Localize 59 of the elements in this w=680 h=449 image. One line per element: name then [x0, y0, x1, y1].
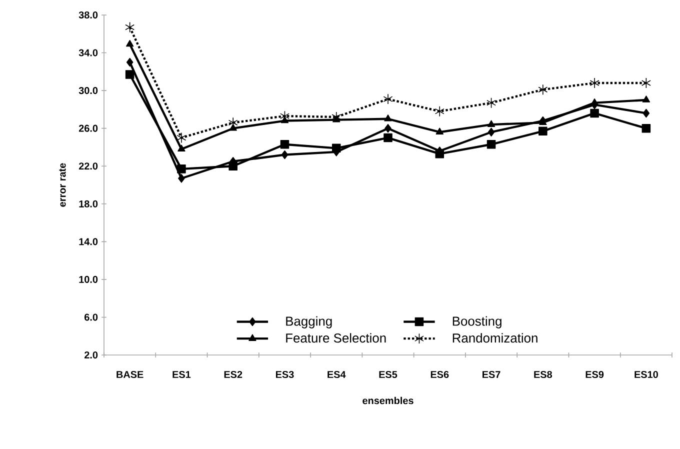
- point: [488, 128, 495, 136]
- point: [642, 96, 650, 102]
- point: [384, 133, 392, 142]
- x-tick-label: ES7: [482, 370, 500, 378]
- x-tick-label: ES2: [224, 370, 242, 378]
- legend-label: Boosting: [452, 316, 502, 328]
- point: [280, 140, 290, 149]
- legend-label: Bagging: [286, 316, 332, 328]
- y-tick-label: 10.0: [79, 276, 98, 283]
- legend-label: Randomization: [452, 333, 538, 343]
- point: [177, 164, 186, 174]
- y-tick-label: 22.0: [78, 162, 98, 170]
- point: [642, 108, 650, 118]
- point: [126, 58, 134, 67]
- point: [178, 174, 185, 183]
- point: [590, 98, 598, 106]
- point: [435, 149, 444, 158]
- point: [486, 140, 496, 149]
- point: [281, 150, 288, 160]
- point: [486, 97, 496, 108]
- x-tick-label: ES9: [586, 370, 604, 378]
- x-tick-label: ES5: [379, 370, 398, 378]
- point: [176, 132, 186, 144]
- x-tick-label: BASE: [116, 370, 144, 378]
- y-tick-label: 18.0: [79, 200, 98, 208]
- point: [641, 78, 651, 88]
- y-axis-title: error rate: [59, 163, 66, 207]
- y-tick-label: 34.0: [78, 49, 98, 56]
- legend-label: Feature Selection: [286, 333, 386, 343]
- y-tick-label: 2.0: [84, 351, 98, 359]
- point: [434, 106, 444, 117]
- x-tick-label: ES8: [534, 370, 552, 378]
- point: [538, 126, 548, 136]
- point: [125, 22, 135, 33]
- x-tick-label: ES6: [430, 370, 449, 378]
- y-tick-label: 26.0: [78, 124, 98, 132]
- x-tick-label: ES10: [634, 370, 658, 378]
- y-tick-label: 14.0: [79, 238, 98, 246]
- y-tick-label: 6.0: [84, 314, 98, 321]
- point: [538, 84, 548, 95]
- x-axis-title: ensembles: [362, 396, 414, 404]
- x-tick-label: ES3: [276, 370, 294, 378]
- point: [642, 124, 651, 133]
- point: [487, 120, 496, 127]
- point: [384, 124, 392, 133]
- point: [590, 78, 600, 88]
- point: [384, 114, 392, 122]
- y-tick-label: 30.0: [78, 87, 98, 94]
- x-tick-label: ES1: [172, 370, 191, 378]
- point: [178, 144, 186, 152]
- point: [332, 144, 341, 153]
- point: [590, 108, 599, 118]
- y-tick-label: 38.0: [78, 11, 98, 19]
- point: [228, 162, 238, 170]
- point: [125, 70, 134, 79]
- point: [383, 94, 393, 104]
- point: [436, 128, 444, 134]
- point: [126, 40, 134, 47]
- x-tick-label: ES4: [328, 370, 346, 378]
